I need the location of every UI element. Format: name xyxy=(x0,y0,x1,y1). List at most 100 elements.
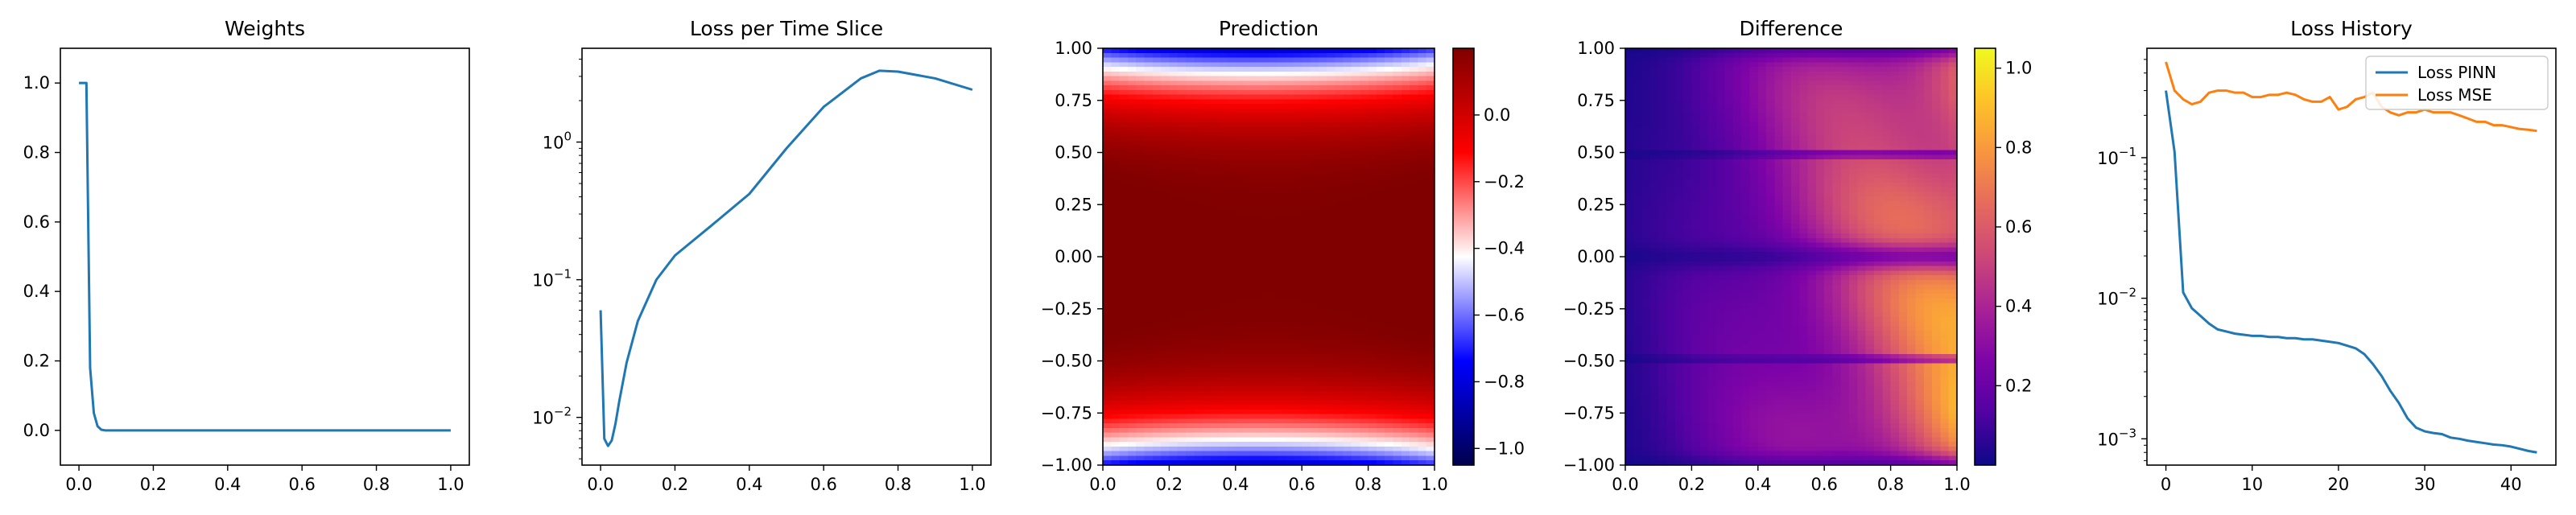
heatmap-cell xyxy=(1708,455,1717,461)
heatmap-cell xyxy=(1641,200,1651,207)
heatmap-cell xyxy=(1260,414,1269,420)
heatmap-cell xyxy=(1293,270,1302,276)
heatmap-cell xyxy=(1202,229,1212,234)
heatmap-cell xyxy=(1127,242,1137,249)
heatmap-cell xyxy=(1385,210,1394,216)
heatmap-cell xyxy=(1385,62,1394,68)
heatmap-cell xyxy=(1210,446,1220,452)
heatmap-cell xyxy=(1418,326,1427,332)
heatmap-cell xyxy=(1235,340,1245,345)
heatmap-cell xyxy=(1127,168,1137,174)
heatmap-cell xyxy=(1302,423,1311,429)
heatmap-cell xyxy=(1119,316,1129,323)
heatmap-cell xyxy=(1352,113,1360,118)
heatmap-cell xyxy=(1293,252,1302,258)
heatmap-cell xyxy=(1410,113,1418,118)
heatmap-cell xyxy=(1410,460,1418,466)
heatmap-cell xyxy=(1269,437,1278,443)
heatmap-cell xyxy=(1674,229,1684,234)
heatmap-cell xyxy=(1244,200,1253,207)
x-tick-label: 0.8 xyxy=(363,475,390,494)
heatmap-cell xyxy=(1418,427,1427,434)
heatmap-cell xyxy=(1186,126,1195,133)
heatmap-cell xyxy=(1327,131,1335,137)
heatmap-cell xyxy=(1202,437,1212,443)
heatmap-cell xyxy=(1202,150,1212,155)
heatmap-cell xyxy=(1401,145,1410,151)
heatmap-cell xyxy=(1144,437,1154,443)
heatmap-cell xyxy=(1343,386,1352,392)
heatmap-cell xyxy=(1352,196,1360,202)
heatmap-cell xyxy=(1401,455,1410,461)
heatmap-cell xyxy=(1393,71,1402,77)
heatmap-cell xyxy=(1426,71,1435,77)
heatmap-cell xyxy=(1393,94,1402,100)
heatmap-cell xyxy=(1144,196,1154,202)
heatmap-cell xyxy=(1360,89,1369,96)
heatmap-cell xyxy=(1625,386,1634,392)
heatmap-cell xyxy=(1376,141,1385,146)
heatmap-cell xyxy=(1724,390,1734,397)
heatmap-cell xyxy=(1708,154,1717,160)
heatmap-cell xyxy=(1119,94,1129,100)
heatmap-cell xyxy=(1401,303,1410,308)
heatmap-cell xyxy=(1625,237,1634,244)
heatmap-cell xyxy=(1724,178,1734,183)
heatmap-cell xyxy=(1302,270,1311,276)
heatmap-cell xyxy=(1318,108,1327,114)
heatmap-cell xyxy=(1227,136,1236,142)
heatmap-cell xyxy=(1202,136,1212,142)
heatmap-cell xyxy=(1716,400,1726,406)
heatmap-cell xyxy=(1683,298,1692,304)
heatmap-cell xyxy=(1136,266,1146,271)
heatmap-cell xyxy=(1393,215,1402,220)
heatmap-cell xyxy=(1202,215,1212,220)
heatmap-cell xyxy=(1219,418,1228,424)
heatmap-cell xyxy=(1277,85,1286,91)
heatmap-cell xyxy=(1269,442,1278,447)
heatmap-cell xyxy=(1641,229,1651,234)
heatmap-cell xyxy=(1152,390,1162,397)
heatmap-cell xyxy=(1285,178,1294,183)
heatmap-cell xyxy=(1119,210,1129,216)
heatmap-cell xyxy=(1641,335,1651,341)
heatmap-cell xyxy=(1310,344,1319,350)
heatmap-cell xyxy=(1716,85,1726,91)
heatmap-cell xyxy=(1658,196,1668,202)
heatmap-cell xyxy=(1658,400,1668,406)
heatmap-cell xyxy=(1210,303,1220,308)
heatmap-cell xyxy=(1641,252,1651,258)
heatmap-cell xyxy=(1335,395,1344,402)
heatmap-cell xyxy=(1368,390,1377,397)
heatmap-cell xyxy=(1683,76,1692,81)
heatmap-cell xyxy=(1277,294,1286,299)
heatmap-cell xyxy=(1376,131,1385,137)
heatmap-cell xyxy=(1376,340,1385,345)
heatmap-cell xyxy=(1393,229,1402,234)
heatmap-cell xyxy=(1368,80,1377,86)
heatmap-cell xyxy=(1368,233,1377,239)
heatmap-cell xyxy=(1310,298,1319,304)
heatmap-cell xyxy=(1277,414,1286,420)
heatmap-cell xyxy=(1235,62,1245,68)
heatmap-cell xyxy=(1235,108,1245,114)
heatmap-cell xyxy=(1227,395,1236,402)
heatmap-cell xyxy=(1302,136,1311,142)
heatmap-cell xyxy=(1633,349,1643,355)
heatmap-cell xyxy=(1119,233,1129,239)
heatmap-cell xyxy=(1302,405,1311,410)
heatmap-cell xyxy=(1360,168,1369,174)
heatmap-cell xyxy=(1699,390,1709,397)
heatmap-cell xyxy=(1260,257,1269,262)
heatmap-cell xyxy=(1169,275,1179,281)
heatmap-cell xyxy=(1666,381,1676,387)
heatmap-cell xyxy=(1235,312,1245,318)
heatmap-cell xyxy=(1699,62,1709,68)
heatmap-cell xyxy=(1144,215,1154,220)
heatmap-cell xyxy=(1127,76,1137,81)
heatmap-cell xyxy=(1269,423,1278,429)
heatmap-cell xyxy=(1376,344,1385,350)
heatmap-cell xyxy=(1732,242,1742,249)
heatmap-cell xyxy=(1385,136,1394,142)
